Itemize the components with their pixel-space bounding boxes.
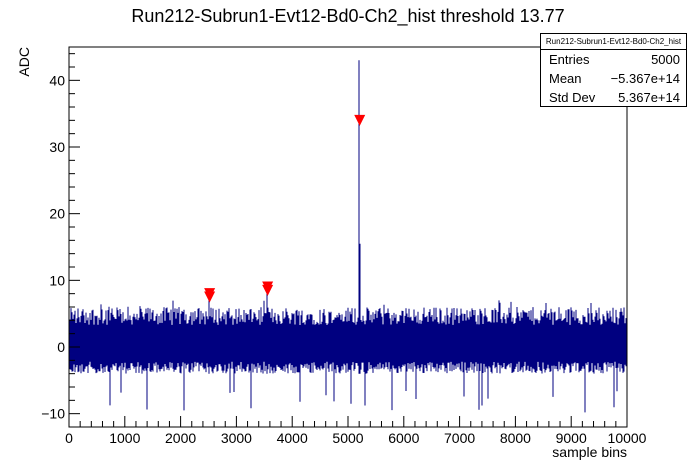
y-tick-label-0: 0	[57, 339, 65, 355]
y-tick-label-10: 10	[49, 272, 65, 288]
stats-stddev-label: Std Dev	[549, 90, 596, 105]
stats-box: Run212-Subrun1-Evt12-Bd0-Ch2_hist Entrie…	[540, 33, 687, 107]
y-tick-label--10: −10	[41, 406, 65, 422]
y-axis-label: ADC	[16, 47, 32, 77]
x-axis-label: sample bins	[552, 444, 627, 460]
x-tick-label-1000: 1000	[109, 430, 140, 446]
x-tick-label-0: 0	[65, 430, 73, 446]
stats-mean-value: −5.367e+14	[610, 71, 680, 86]
stats-title: Run212-Subrun1-Evt12-Bd0-Ch2_hist	[541, 34, 686, 50]
stats-stddev-value: 5.367e+14	[618, 90, 680, 105]
stats-mean-label: Mean	[549, 71, 582, 86]
stats-entries-label: Entries	[549, 52, 590, 67]
stats-entries-value: 5000	[651, 52, 680, 67]
stats-entries-row: Entries 5000	[541, 50, 686, 69]
peak-marker-4	[354, 114, 366, 126]
series-waveform	[69, 60, 627, 413]
series-layer	[69, 60, 627, 413]
x-tick-label-5000: 5000	[332, 430, 363, 446]
peak-marker-3	[262, 284, 274, 296]
x-tick-label-9000: 9000	[556, 430, 587, 446]
x-tick-label-6000: 6000	[388, 430, 419, 446]
x-tick-label-7000: 7000	[444, 430, 475, 446]
x-tick-label-2000: 2000	[165, 430, 196, 446]
chart-title: Run212-Subrun1-Evt12-Bd0-Ch2_hist thresh…	[131, 6, 565, 26]
marker-layer	[204, 114, 366, 303]
y-tick-label-20: 20	[49, 206, 65, 222]
y-tick-label-40: 40	[49, 72, 65, 88]
x-tick-label-10000: 10000	[608, 430, 647, 446]
x-tick-label-3000: 3000	[221, 430, 252, 446]
stats-stddev-row: Std Dev 5.367e+14	[541, 88, 686, 107]
peak-marker-1	[204, 291, 216, 303]
y-tick-label-30: 30	[49, 139, 65, 155]
x-tick-label-8000: 8000	[500, 430, 531, 446]
x-tick-label-4000: 4000	[277, 430, 308, 446]
y-axis: −10 0 10 20 30 40	[41, 47, 80, 428]
stats-mean-row: Mean −5.367e+14	[541, 69, 686, 88]
x-axis: 0 1000 2000 3000 4000 5000 6000 7000 8000 9000 100…	[65, 416, 647, 446]
